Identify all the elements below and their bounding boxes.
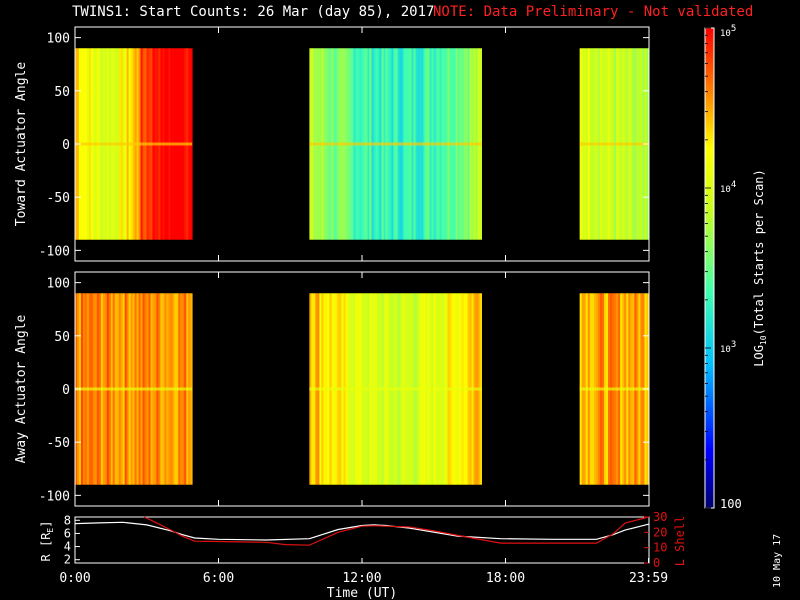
preliminary-note: NOTE: Data Preliminary - Not validated bbox=[433, 4, 754, 20]
colorbar-tick-label: 100 bbox=[720, 497, 742, 511]
zero-angle-stripe bbox=[75, 387, 193, 391]
zero-angle-stripe bbox=[579, 387, 649, 391]
orbit-lines bbox=[74, 516, 649, 546]
away-ylabel: Away Actuator Angle bbox=[14, 314, 29, 463]
colorbar-label: LOG10(Total Starts per Scan) bbox=[752, 169, 768, 367]
ytick-label: 0 bbox=[62, 383, 70, 398]
zero-angle-stripe bbox=[309, 142, 482, 146]
ytick-label-right: 0 bbox=[653, 556, 660, 570]
xtick-label: 23:59 bbox=[629, 571, 668, 586]
xtick-label: 0:00 bbox=[59, 571, 90, 586]
xtick-label: 6:00 bbox=[203, 571, 234, 586]
colorbar-tick-label: 105 bbox=[720, 24, 736, 39]
chart-title: TWINS1: Start Counts: 26 Mar (day 85), 2… bbox=[72, 4, 435, 20]
xtick-label: 12:00 bbox=[342, 571, 381, 586]
ytick-label: 2 bbox=[64, 553, 71, 567]
zero-angle-stripe bbox=[579, 142, 649, 146]
ytick-label: 100 bbox=[47, 32, 70, 47]
lshell-series-line bbox=[144, 516, 649, 546]
colorbar-tick-label: 103 bbox=[720, 340, 736, 355]
toward-heatmap-cells bbox=[75, 27, 649, 261]
ytick-label: 6 bbox=[64, 526, 71, 540]
away-axis: -100 -50 0 50 100 bbox=[39, 272, 650, 506]
toward-ylabel: Toward Actuator Angle bbox=[14, 62, 29, 227]
colorbar-gradient bbox=[704, 27, 715, 509]
orbit-ylabel-left: R [RE] bbox=[39, 521, 55, 562]
toward-axis: -100 -50 0 50 100 bbox=[39, 27, 650, 261]
orbit-panel-frame bbox=[74, 516, 650, 564]
colorbar: 105 104 103 100 LOG10(Total Starts per Scan… bbox=[704, 24, 768, 511]
ytick-label: 100 bbox=[47, 277, 70, 292]
away-heatmap-cells bbox=[75, 272, 649, 506]
ytick-label: 4 bbox=[64, 540, 71, 554]
orbit-xlabel: Time (UT) bbox=[327, 586, 397, 600]
orbit-ylabel-right: L Shell bbox=[673, 516, 687, 567]
ytick-label: -100 bbox=[39, 244, 70, 259]
r-series-line bbox=[74, 521, 649, 541]
ytick-label: 50 bbox=[54, 85, 70, 100]
ytick-label-right: 20 bbox=[653, 525, 667, 539]
ytick-label: -100 bbox=[39, 489, 70, 504]
colorbar-ticks: 105 104 103 100 bbox=[705, 24, 742, 511]
ytick-label: -50 bbox=[47, 436, 70, 451]
ytick-label: 8 bbox=[64, 513, 71, 527]
side-date: 10 May 17 bbox=[772, 533, 783, 588]
zero-angle-stripe bbox=[309, 387, 482, 391]
xtick-label: 18:00 bbox=[486, 571, 525, 586]
away-heatmap-panel: -100 -50 0 50 100 Away Actuator Angle bbox=[14, 271, 650, 507]
ytick-label: 50 bbox=[54, 330, 70, 345]
zero-angle-stripe bbox=[75, 142, 193, 146]
ytick-label-right: 10 bbox=[653, 541, 667, 555]
colorbar-tick-label: 104 bbox=[720, 180, 736, 195]
ytick-label: 0 bbox=[62, 138, 70, 153]
toward-heatmap-panel: -100 -50 0 50 100 Toward Actuator Angle bbox=[14, 26, 650, 262]
ytick-label: -50 bbox=[47, 191, 70, 206]
ytick-label-right: 30 bbox=[653, 510, 667, 524]
